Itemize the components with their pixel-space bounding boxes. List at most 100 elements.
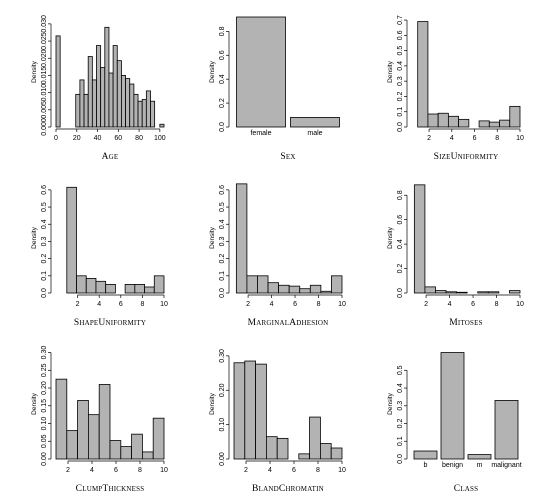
x-tick-label: 10 bbox=[160, 301, 168, 308]
histogram-bar bbox=[96, 45, 102, 128]
histogram-bar bbox=[417, 21, 429, 128]
y-tick-label: 0.4 bbox=[41, 219, 48, 229]
y-tick-label: 0.5 bbox=[219, 202, 226, 212]
y-tick-label: 0.6 bbox=[219, 50, 226, 60]
x-tick-label: 4 bbox=[448, 301, 452, 308]
panel-title: SEX bbox=[280, 152, 295, 162]
histogram-bar bbox=[105, 284, 116, 294]
y-axis-label: Density bbox=[209, 60, 216, 82]
y-axis-label: Density bbox=[31, 392, 38, 414]
y-tick-label: 0.1 bbox=[397, 436, 404, 446]
y-tick-label: 0.1 bbox=[219, 271, 226, 281]
panel-marginal-adhesion: 0.0 0.1 0.2 0.3 0.4 0.5 0.6 Density 2 4 6 8 10 MARGIN… bbox=[178, 166, 356, 332]
histogram-bar bbox=[150, 100, 156, 128]
panel-title: SIZEUNIFORMITY bbox=[434, 152, 499, 162]
histogram-bar bbox=[235, 183, 248, 294]
histogram-bar bbox=[309, 284, 322, 294]
histogram-bar bbox=[478, 120, 490, 128]
x-tick-label: 100 bbox=[154, 135, 166, 142]
y-tick-label: 0.005 bbox=[41, 101, 48, 119]
histogram-bar bbox=[108, 72, 114, 128]
bar-malignant bbox=[494, 400, 519, 460]
y-tick-label: 0.0 bbox=[397, 122, 404, 132]
x-tick-label: 6 bbox=[471, 301, 475, 308]
chart-shape-uniformity: 0.0 0.1 0.2 0.3 0.4 0.5 0.6 Density 2 4 6 8 10 SHAPEU… bbox=[31, 185, 168, 328]
x-tick-label: 10 bbox=[516, 135, 524, 142]
x-tick-label: 4 bbox=[450, 135, 454, 142]
panel-bland-chromatin: 0.00 0.10 0.20 0.30 Density 2 4 6 8 10 BLANDCHROMA… bbox=[178, 332, 356, 498]
histogram-bar bbox=[98, 384, 111, 460]
histogram-bar bbox=[75, 93, 81, 128]
x-tick-label: 6 bbox=[114, 467, 118, 474]
y-tick-label: 0.2 bbox=[41, 254, 48, 264]
y-tick-label: 0.3 bbox=[397, 76, 404, 86]
histogram-bar bbox=[487, 291, 500, 294]
y-axis-label: Density bbox=[387, 392, 394, 414]
x-tick-label: 40 bbox=[94, 135, 102, 142]
y-tick-label: 0.4 bbox=[397, 383, 404, 393]
histogram-bar bbox=[267, 282, 280, 294]
y-tick-label: 0.30 bbox=[219, 349, 226, 363]
histogram-bar bbox=[141, 99, 147, 128]
x-tick-label: 4 bbox=[90, 467, 94, 474]
x-tick-label: 4 bbox=[268, 467, 272, 474]
y-tick-label: 0.20 bbox=[41, 381, 48, 395]
y-tick-label: 0.0 bbox=[397, 288, 404, 298]
y-tick-label: 0.0 bbox=[219, 288, 226, 298]
panel-title: MARGINALADHESION bbox=[248, 318, 329, 328]
histogram-bar bbox=[159, 123, 165, 128]
histogram-bar bbox=[83, 93, 89, 128]
histogram-bar bbox=[288, 285, 301, 294]
histogram-bar bbox=[104, 26, 110, 128]
category-label: m bbox=[477, 462, 483, 469]
histogram-bar bbox=[153, 275, 165, 294]
x-tick-label: 10 bbox=[160, 467, 168, 474]
x-tick-label: 8 bbox=[495, 135, 499, 142]
y-tick-label: 0.025 bbox=[41, 32, 48, 50]
chart-sex: 0.0 0.2 0.4 0.6 0.8 Density female male SEX bbox=[209, 16, 340, 162]
y-tick-label: 0.4 bbox=[219, 74, 226, 84]
histogram-bar bbox=[319, 443, 332, 460]
panel-title: BLANDCHROMATIN bbox=[252, 484, 324, 494]
y-tick-label: 0.4 bbox=[219, 219, 226, 229]
category-label: benign bbox=[442, 462, 463, 469]
y-tick-label: 0.05 bbox=[41, 434, 48, 448]
histogram-bar bbox=[144, 286, 155, 294]
y-axis-label: Density bbox=[209, 226, 216, 248]
histogram-bar bbox=[129, 83, 135, 128]
category-label: b bbox=[424, 462, 428, 469]
histogram-bar bbox=[112, 45, 118, 128]
y-tick-label: 0.3 bbox=[397, 401, 404, 411]
panel-age: 0.000 0.005 0.010 0.015 0.020 0.025 0.030 Densi… bbox=[0, 0, 178, 166]
y-tick-label: 0.6 bbox=[397, 30, 404, 40]
panel-sex: 0.0 0.2 0.4 0.6 0.8 Density female male SEX bbox=[178, 0, 356, 166]
y-tick-label: 0.6 bbox=[41, 185, 48, 195]
x-tick-label: 10 bbox=[338, 301, 346, 308]
histogram-bar bbox=[278, 284, 290, 294]
y-tick-label: 0.2 bbox=[219, 254, 226, 264]
x-tick-label: 6 bbox=[292, 467, 296, 474]
histogram-bar bbox=[509, 290, 521, 294]
histogram-bar bbox=[88, 414, 100, 460]
y-tick-label: 0.0 bbox=[41, 288, 48, 298]
x-tick-label: 20 bbox=[73, 135, 81, 142]
histogram-bar bbox=[152, 417, 165, 460]
histogram-bar bbox=[499, 119, 511, 128]
histogram-bar bbox=[131, 433, 143, 460]
bar-male bbox=[290, 117, 340, 128]
bar-b bbox=[413, 450, 438, 460]
histogram-bar bbox=[246, 275, 258, 294]
category-label: female bbox=[250, 130, 271, 137]
histogram-bar bbox=[121, 75, 126, 128]
panel-shape-uniformity: 0.0 0.1 0.2 0.3 0.4 0.5 0.6 Density 2 4 6 8 10 SHAPEU… bbox=[0, 166, 178, 332]
y-tick-label: 0.3 bbox=[219, 236, 226, 246]
y-tick-label: 0.000 bbox=[41, 118, 48, 136]
y-tick-label: 0.00 bbox=[41, 452, 48, 466]
y-tick-label: 0.00 bbox=[219, 452, 226, 466]
histogram-bar bbox=[447, 115, 460, 128]
histogram-bar bbox=[424, 286, 436, 294]
x-tick-label: 6 bbox=[119, 301, 123, 308]
y-tick-label: 0.4 bbox=[397, 61, 404, 71]
